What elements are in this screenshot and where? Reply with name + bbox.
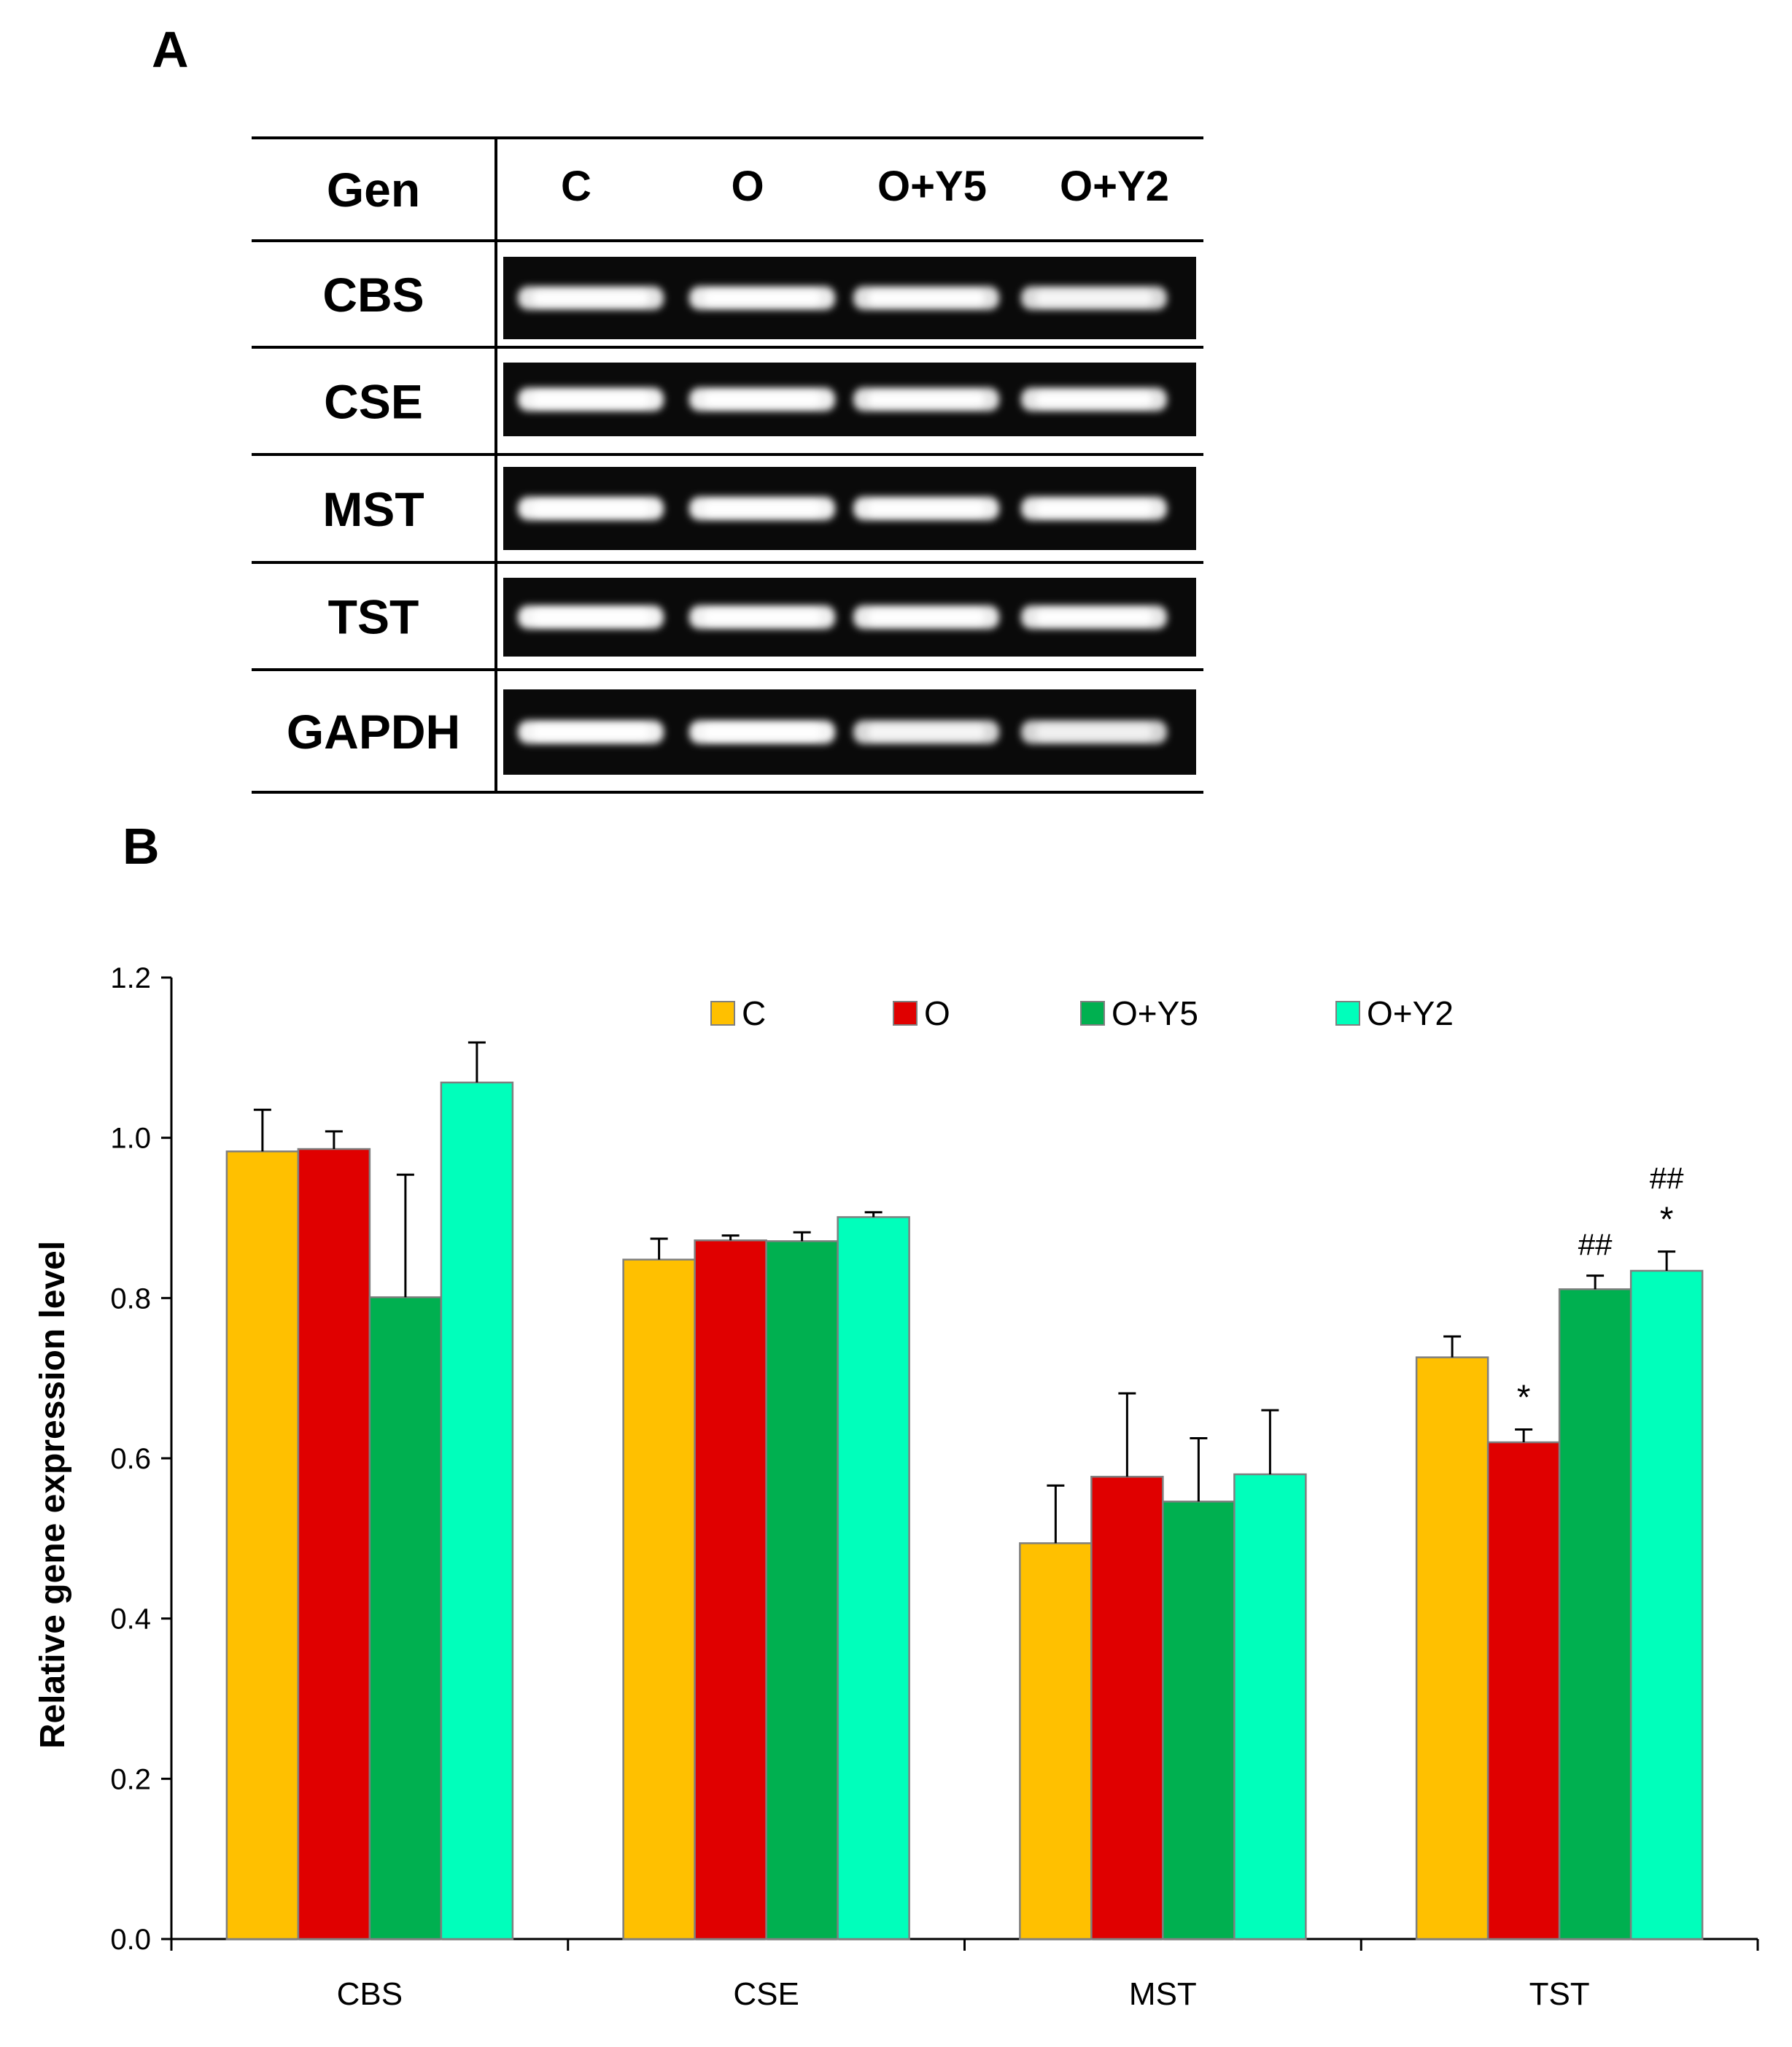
gel-band-core — [532, 611, 649, 624]
legend-label: C — [742, 994, 766, 1032]
gel-table: Gen C O O+Y5 O+Y2 CBS CSE MST TST GAPDH — [252, 136, 1203, 794]
bar-chart: 0.0 0.2 0.4 0.6 0.8 1.0 1.2 Relative gene expre… — [34, 962, 1759, 2012]
gel-band-core — [868, 502, 985, 515]
lane-label: O — [731, 163, 764, 210]
y-tick-label: 0.8 — [110, 1282, 151, 1315]
gel-band-core — [868, 291, 985, 305]
legend-swatch-o-y2 — [1335, 1001, 1360, 1026]
x-tick-label: CBS — [337, 1976, 403, 2012]
bar-o-y5-cbs — [368, 1296, 443, 1940]
bar-c-cse — [622, 1258, 696, 1940]
x-tick-label: MST — [1129, 1976, 1197, 2012]
gene-label-gapdh: GAPDH — [287, 705, 460, 759]
significance-label: ## — [1578, 1228, 1613, 1262]
bar-o-y5-tst — [1558, 1288, 1632, 1940]
significance-label: * — [1660, 1201, 1674, 1239]
gene-label-cbs: CBS — [322, 268, 424, 322]
bar-o-y5-mst — [1162, 1501, 1236, 1940]
header-gene: Gen — [327, 163, 420, 217]
gel-band-core — [704, 611, 821, 624]
y-tick-label: 1.0 — [110, 1123, 151, 1155]
gel-band-core — [532, 291, 649, 305]
y-axis-title: Relative gene expression level — [34, 1241, 72, 1749]
gel-band-core — [704, 502, 821, 515]
legend-label: O — [924, 994, 950, 1032]
panel-a-label: A — [152, 21, 189, 78]
bar-c-mst — [1019, 1542, 1093, 1940]
bar-o-cse — [694, 1239, 767, 1940]
gel-band-core — [1036, 502, 1152, 515]
legend-swatch-c — [710, 1001, 735, 1026]
legend-label: O+Y5 — [1112, 994, 1198, 1032]
gene-label-mst: MST — [322, 482, 424, 536]
x-tick-label: TST — [1529, 1976, 1590, 2012]
x-tick-label: CSE — [733, 1976, 799, 2012]
bar-c-cbs — [225, 1150, 300, 1940]
significance-label: * — [1517, 1378, 1531, 1417]
gel-band-core — [1036, 725, 1152, 739]
gel-band-core — [868, 725, 985, 739]
bar-c-tst — [1415, 1356, 1489, 1940]
bar-o-y2-mst — [1233, 1473, 1307, 1940]
gene-label-tst: TST — [328, 590, 419, 644]
gel-band-core — [1036, 291, 1152, 305]
bar-o-y5-cse — [765, 1240, 839, 1940]
gel-band-core — [532, 725, 649, 739]
y-tick-label: 0.2 — [110, 1763, 151, 1795]
legend-swatch-o — [893, 1001, 918, 1026]
bar-o-y2-tst — [1629, 1269, 1704, 1940]
gel-band-core — [704, 392, 821, 406]
gel-band-core — [704, 291, 821, 305]
gel-band-core — [704, 725, 821, 739]
panel-b-label: B — [123, 818, 160, 875]
y-tick-label: 0.6 — [110, 1443, 151, 1475]
legend-label: O+Y2 — [1367, 994, 1454, 1032]
gene-label-cse: CSE — [324, 375, 423, 429]
bar-o-y2-cse — [837, 1216, 910, 1940]
y-tick-label: 0.4 — [110, 1603, 151, 1636]
gel-band-core — [532, 502, 649, 515]
bar-o-tst — [1486, 1441, 1561, 1940]
lane-label: O+Y2 — [1060, 163, 1169, 210]
bar-o-cbs — [297, 1148, 371, 1940]
gel-band-core — [868, 392, 985, 406]
y-tick-label: 1.2 — [110, 962, 151, 994]
legend-swatch-o-y5 — [1080, 1001, 1105, 1026]
gel-band-core — [1036, 392, 1152, 406]
y-tick-label: 0.0 — [110, 1924, 151, 1956]
gel-band-core — [532, 392, 649, 406]
bar-o-y2-cbs — [440, 1081, 514, 1940]
lane-label: O+Y5 — [877, 163, 987, 210]
lane-label: C — [561, 163, 591, 210]
bar-o-mst — [1090, 1476, 1164, 1940]
gel-band-core — [868, 611, 985, 624]
significance-label: ## — [1650, 1161, 1684, 1196]
gel-band-core — [1036, 611, 1152, 624]
